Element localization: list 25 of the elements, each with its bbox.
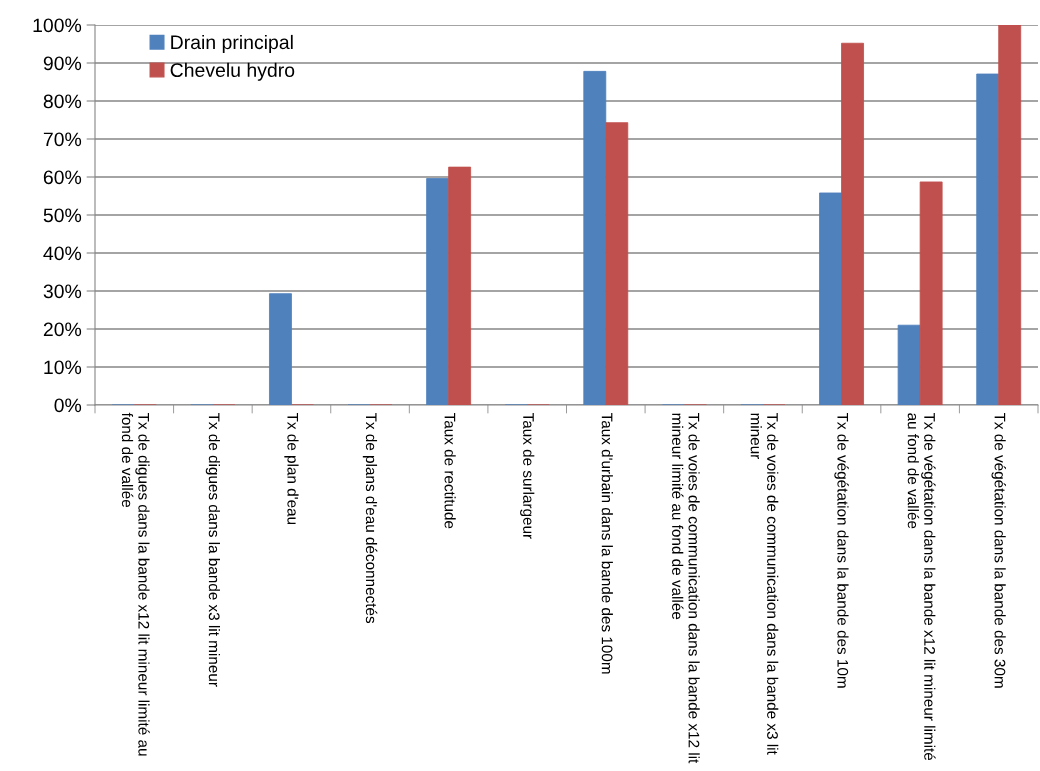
x-tick-label: Taux d'urbain dans la bande des 100m: [601, 412, 613, 674]
x-tick-label: Tx de voies de communication dans la bande x3 lit mineur: [750, 412, 779, 755]
x-tick-label: Tx de végétation dans la bande x12 lit mineur limité au fond de vallée: [907, 412, 936, 761]
legend-label: Chevelu hydro: [170, 62, 295, 81]
x-tick-label: Tx de digues dans la bande x3 lit mineur: [205, 412, 220, 687]
y-tick-label: 10%: [44, 360, 82, 375]
x-tick-label: Tx de digues dans la bande x12 lit mineur limité au fond de vallée: [121, 412, 150, 756]
y-tick-label: 20%: [43, 322, 82, 337]
x-tick-label: Tx de plans d'eau déconnectés: [362, 412, 378, 624]
x-tick-label: Tx de voies de communication dans la bande x12 lit mineur limité au fond de vallée: [672, 412, 700, 764]
y-tick-label: 50%: [43, 208, 82, 223]
x-tick-label: Taux de surlargeur: [520, 412, 535, 539]
y-tick-label: 30%: [43, 284, 82, 299]
y-tick-label: 0%: [54, 398, 82, 413]
y-tick-label: 60%: [43, 170, 82, 185]
x-tick-label: Tx de végétation dans la bande des 10m: [834, 412, 849, 688]
x-tick-label: Tx de plan d'eau: [284, 412, 299, 525]
y-tick-label: 80%: [43, 94, 82, 109]
x-tick-label: Taux de rectitude: [444, 412, 456, 529]
y-tick-label: 70%: [43, 132, 82, 147]
y-tick-label: 40%: [43, 246, 82, 261]
y-tick-label: 90%: [43, 56, 82, 71]
y-tick-label: 100%: [33, 18, 82, 33]
x-tick-label: Tx de végétation dans la bande des 30m: [991, 412, 1006, 688]
legend-label: Drain principal: [171, 34, 293, 54]
